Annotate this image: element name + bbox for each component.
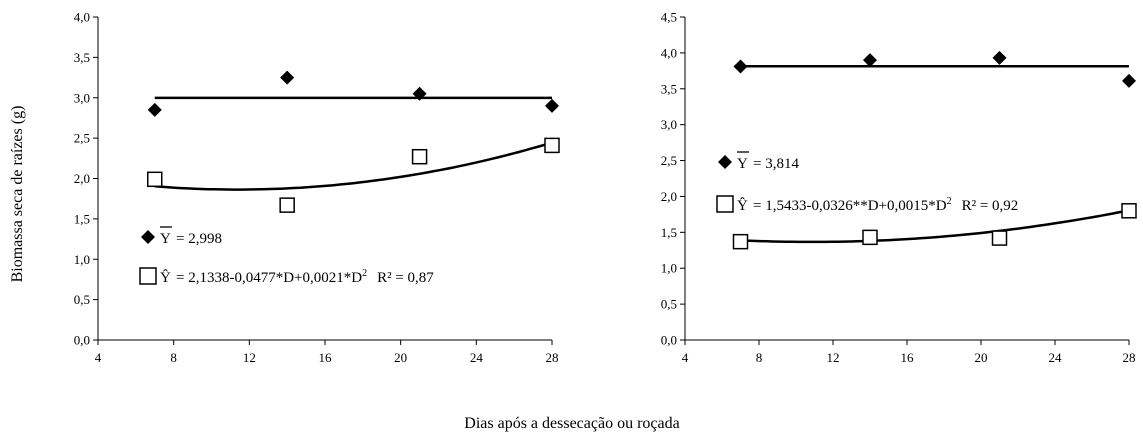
x-tick-label: 12 xyxy=(243,350,256,365)
y-axis-label: Biomassa seca de raízes (g) xyxy=(9,106,26,283)
left-chart-panel: 0,0 0,5 1,0 1,5 2,0 2,5 3,0 3,5 4,0 4 8 12 16 20 24 28 Y… xyxy=(74,10,560,365)
y-tick-label: 3,5 xyxy=(661,81,677,96)
y-tick-label: 2,5 xyxy=(661,153,677,168)
y-tick-label: 3,5 xyxy=(74,50,90,65)
data-point-square xyxy=(279,197,295,213)
y-tick-label: 2,5 xyxy=(74,131,90,146)
y-tick-label: 2,0 xyxy=(74,171,90,186)
y-tick-label: 4,5 xyxy=(661,10,677,25)
legend-square-icon xyxy=(139,267,157,285)
y-tick-label: 1,0 xyxy=(74,252,90,267)
fit-line xyxy=(154,141,553,191)
data-point-diamond xyxy=(280,70,295,85)
equation-text: = 2,1338-0,0477*D+0,0021*D2 R² = 0,87 xyxy=(176,268,434,286)
y-tick-label: 2,0 xyxy=(661,189,677,204)
data-point-diamond xyxy=(147,102,162,117)
y-tick-label: 1,0 xyxy=(661,261,677,276)
equation-text: = 3,814 xyxy=(753,156,799,172)
x-tick-label: 4 xyxy=(682,350,689,365)
x-tick-label: 24 xyxy=(470,350,484,365)
data-point-square xyxy=(732,233,749,250)
legend-diamond-icon xyxy=(141,230,155,244)
data-point-square xyxy=(411,148,428,165)
data-point-diamond xyxy=(545,98,559,113)
x-tick-label: 8 xyxy=(756,350,763,365)
data-point-square xyxy=(991,230,1008,246)
equation-text: = 1,5433-0,0326**D+0,0015*D2 R² = 0,92 xyxy=(753,196,1018,214)
data-point-square xyxy=(1121,203,1137,219)
x-tick-label: 28 xyxy=(546,350,559,365)
x-tick-label: 8 xyxy=(170,350,177,365)
equation-y-symbol: Ŷ xyxy=(160,269,171,286)
x-tick-label: 24 xyxy=(1049,350,1063,365)
legend-square-icon xyxy=(716,195,734,213)
x-axis-label: Dias após a dessecação ou roçada xyxy=(464,415,679,432)
y-tick-label: 3,0 xyxy=(661,117,677,132)
data-point-diamond xyxy=(1122,73,1136,88)
equation-text: = 2,998 xyxy=(176,231,222,247)
x-tick-label: 4 xyxy=(95,350,102,365)
x-tick-label: 20 xyxy=(975,350,988,365)
y-tick-label: 0,5 xyxy=(661,297,677,312)
data-point-diamond xyxy=(412,86,427,101)
y-tick-label: 1,5 xyxy=(74,211,90,226)
x-tick-label: 12 xyxy=(827,350,840,365)
x-tick-label: 28 xyxy=(1123,350,1136,365)
data-point-diamond xyxy=(733,59,748,74)
y-tick-label: 3,0 xyxy=(74,90,90,105)
data-point-diamond xyxy=(863,53,877,68)
data-point-diamond xyxy=(992,50,1007,65)
data-point-square xyxy=(147,171,163,188)
y-tick-label: 4,0 xyxy=(661,45,677,60)
right-chart-panel: 0,0 0,5 1,0 1,5 2,0 2,5 3,0 3,5 4,0 4,5 4 8 12 16 20 24… xyxy=(661,10,1137,365)
y-tick-label: 0,0 xyxy=(661,333,677,348)
legend-diamond-icon xyxy=(718,155,732,169)
y-tick-label: 4,0 xyxy=(74,10,90,25)
fit-line xyxy=(740,209,1130,244)
y-tick-label: 1,5 xyxy=(661,225,677,240)
x-tick-label: 16 xyxy=(319,350,333,365)
data-point-square xyxy=(544,137,560,154)
equation-y-symbol: Y xyxy=(737,156,748,172)
data-point-square xyxy=(862,229,878,246)
y-tick-label: 0,0 xyxy=(74,333,90,348)
equation-y-symbol: Ŷ xyxy=(737,197,748,214)
x-tick-label: 16 xyxy=(901,350,915,365)
equation-y-symbol: Y xyxy=(160,231,171,247)
y-tick-label: 0,5 xyxy=(74,292,90,307)
x-tick-label: 20 xyxy=(394,350,407,365)
